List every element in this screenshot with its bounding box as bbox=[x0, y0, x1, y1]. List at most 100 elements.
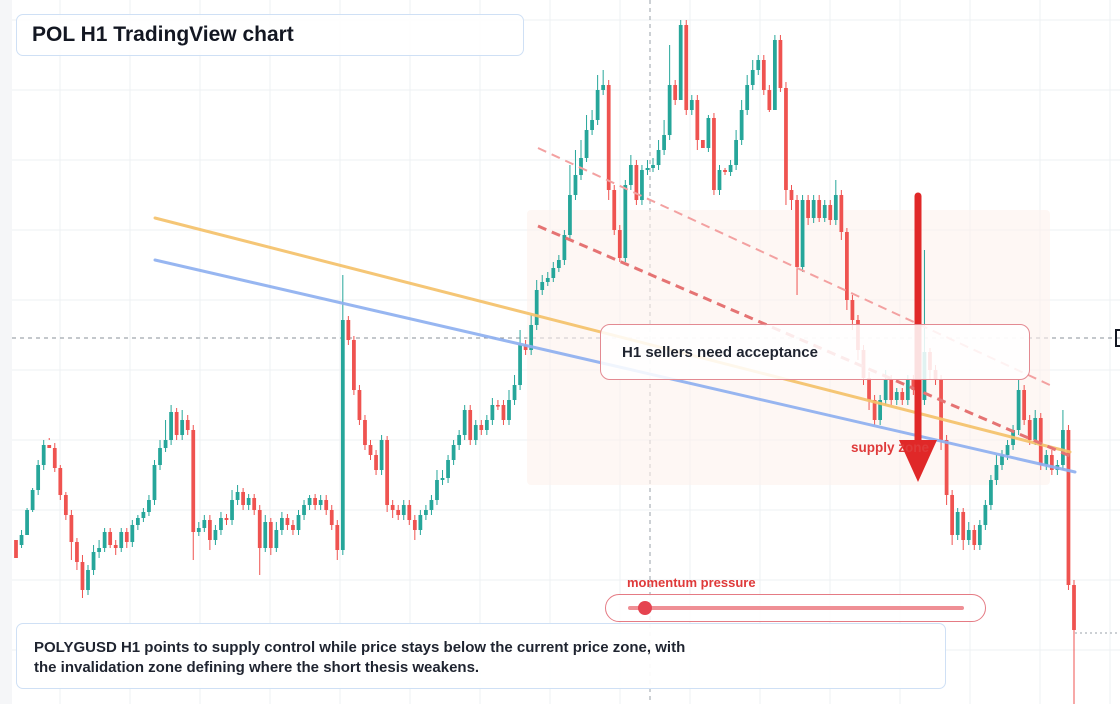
candle-body bbox=[58, 468, 63, 495]
candle-body bbox=[501, 405, 506, 420]
candle-body bbox=[1005, 445, 1010, 455]
candle-body bbox=[97, 548, 101, 552]
candle-body bbox=[490, 405, 495, 420]
candle-body bbox=[1000, 455, 1004, 465]
candle-body bbox=[412, 520, 417, 530]
candle-body bbox=[944, 440, 949, 495]
candle-body bbox=[69, 515, 74, 542]
candle-body bbox=[617, 230, 622, 258]
candle-body bbox=[1038, 418, 1043, 465]
candle-body bbox=[684, 25, 689, 110]
candle-body bbox=[850, 300, 855, 320]
chart-title: POL H1 TradingView chart bbox=[16, 14, 524, 56]
candle-body bbox=[822, 205, 827, 218]
candle-body bbox=[606, 85, 611, 190]
candle-body bbox=[52, 448, 57, 468]
candle-body bbox=[340, 320, 345, 550]
candle-body bbox=[750, 70, 755, 85]
candle-body bbox=[418, 515, 423, 530]
candle-body bbox=[955, 512, 960, 535]
candle-body bbox=[219, 518, 223, 530]
candle-body bbox=[202, 520, 207, 528]
candle-body bbox=[230, 500, 234, 520]
candle-body bbox=[966, 530, 971, 540]
momentum-label: momentum pressure bbox=[627, 575, 756, 590]
candle-body bbox=[623, 185, 628, 258]
candle-body bbox=[540, 282, 545, 290]
candle-body bbox=[678, 25, 683, 100]
candle-body bbox=[745, 85, 750, 110]
candle-body bbox=[185, 420, 190, 430]
candle-body bbox=[833, 195, 838, 220]
caption: POLYGUSD H1 points to supply control whi… bbox=[16, 623, 946, 689]
candle-body bbox=[36, 465, 41, 490]
candle-body bbox=[191, 430, 196, 532]
candle-body bbox=[285, 518, 290, 525]
momentum-track bbox=[628, 606, 964, 610]
candle-body bbox=[1049, 455, 1054, 470]
candle-body bbox=[496, 405, 500, 407]
candle-body bbox=[1033, 418, 1038, 440]
candle-body bbox=[601, 85, 606, 90]
candle-body bbox=[484, 420, 489, 430]
candle-body bbox=[700, 140, 705, 148]
candle-body bbox=[950, 495, 955, 535]
candle-body bbox=[241, 492, 245, 505]
left-panel-strip bbox=[0, 0, 12, 704]
candle-body bbox=[169, 412, 173, 440]
candle-body bbox=[811, 200, 816, 218]
candle-body bbox=[429, 500, 434, 510]
candle-body bbox=[839, 195, 844, 232]
candle-body bbox=[939, 380, 943, 440]
short-arrow bbox=[899, 192, 937, 482]
candle-body bbox=[135, 518, 140, 525]
candle-body bbox=[130, 525, 135, 542]
candle-body bbox=[800, 200, 805, 267]
candle-body bbox=[396, 510, 401, 515]
candle-body bbox=[989, 480, 993, 505]
candle-body bbox=[385, 440, 390, 505]
candle-body bbox=[551, 268, 556, 278]
momentum-knob[interactable] bbox=[637, 601, 652, 615]
candle-body bbox=[900, 392, 905, 400]
arrow-head bbox=[899, 440, 937, 482]
candle-body bbox=[1044, 455, 1049, 465]
candle-body bbox=[645, 168, 650, 170]
candle-body bbox=[86, 570, 90, 590]
candle-body bbox=[207, 520, 212, 540]
candle-body bbox=[263, 522, 268, 548]
candle-body bbox=[556, 260, 561, 268]
candle-body bbox=[673, 85, 678, 100]
candle-body bbox=[457, 435, 462, 445]
candle-body bbox=[845, 232, 849, 300]
candle-body bbox=[828, 205, 833, 220]
candle-body bbox=[390, 505, 395, 510]
candle-body bbox=[180, 420, 185, 435]
candle-body bbox=[368, 445, 373, 455]
caption-line-1: POLYGUSD H1 points to supply control whi… bbox=[34, 639, 686, 656]
candle-body bbox=[911, 380, 916, 390]
candle-body bbox=[889, 380, 894, 400]
candle-body bbox=[512, 385, 517, 400]
candle-body bbox=[119, 532, 124, 548]
candle-body bbox=[213, 530, 218, 540]
candle-body bbox=[534, 290, 539, 325]
candle-body bbox=[102, 532, 107, 548]
momentum-slider[interactable] bbox=[605, 594, 986, 622]
candle-body bbox=[972, 530, 977, 545]
candle-body bbox=[63, 495, 68, 515]
candle-body bbox=[30, 490, 35, 510]
candle-body bbox=[224, 518, 229, 520]
candle-body bbox=[789, 190, 794, 200]
candle-body bbox=[451, 445, 456, 460]
candle-body bbox=[473, 425, 478, 440]
candle-body bbox=[307, 498, 312, 505]
candle-body bbox=[446, 460, 450, 478]
candle-body bbox=[590, 120, 594, 130]
candle-body bbox=[435, 480, 439, 500]
candle-body bbox=[1061, 430, 1065, 465]
candle-body bbox=[573, 175, 578, 195]
candle-body bbox=[872, 400, 877, 420]
candle-body bbox=[158, 448, 162, 465]
candle-body bbox=[91, 552, 96, 570]
